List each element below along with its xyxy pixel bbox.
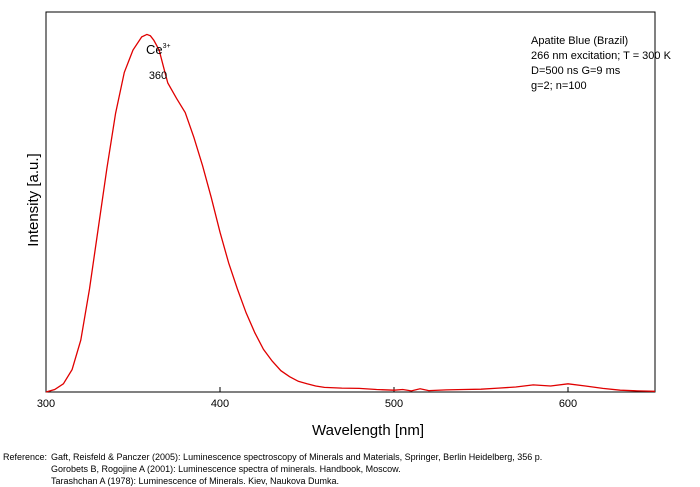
sample-info-line-2: 266 nm excitation; T = 300 K xyxy=(531,50,672,62)
x-axis-label: Wavelength [nm] xyxy=(312,422,424,439)
reference-item: Gorobets B, Rogojine A (2001): Luminesce… xyxy=(51,464,401,474)
x-axis-tick-labels: 300 400 500 600 xyxy=(37,398,577,410)
reference-item: Tarashchan A (1978): Luminescence of Min… xyxy=(51,476,339,486)
spectrum-chart: 300 400 500 600 Wavelength [nm] Intensity [… xyxy=(25,11,672,439)
series-line xyxy=(45,33,656,393)
reference-item: Gaft, Reisfeld & Panczer (2005): Lumines… xyxy=(51,452,543,462)
y-axis-label: Intensity [a.u.] xyxy=(25,153,42,246)
sample-info-line-1: Apatite Blue (Brazil) xyxy=(531,35,628,47)
x-tick-label: 500 xyxy=(385,398,403,410)
ion-charge: 3+ xyxy=(163,43,171,50)
x-tick-label: 300 xyxy=(37,398,55,410)
x-tick-label: 600 xyxy=(559,398,577,410)
reference-prefix: Reference: xyxy=(3,452,48,462)
x-axis-ticks xyxy=(45,387,569,392)
sample-info-line-4: g=2; n=100 xyxy=(531,80,587,92)
plot-frame xyxy=(45,11,656,393)
x-tick-label: 400 xyxy=(211,398,229,410)
peak-label: 360 xyxy=(149,70,167,82)
ion-symbol: Ce xyxy=(146,42,163,57)
sample-info-line-3: D=500 ns G=9 ms xyxy=(531,65,621,77)
ion-label: Ce3+ xyxy=(146,42,171,57)
